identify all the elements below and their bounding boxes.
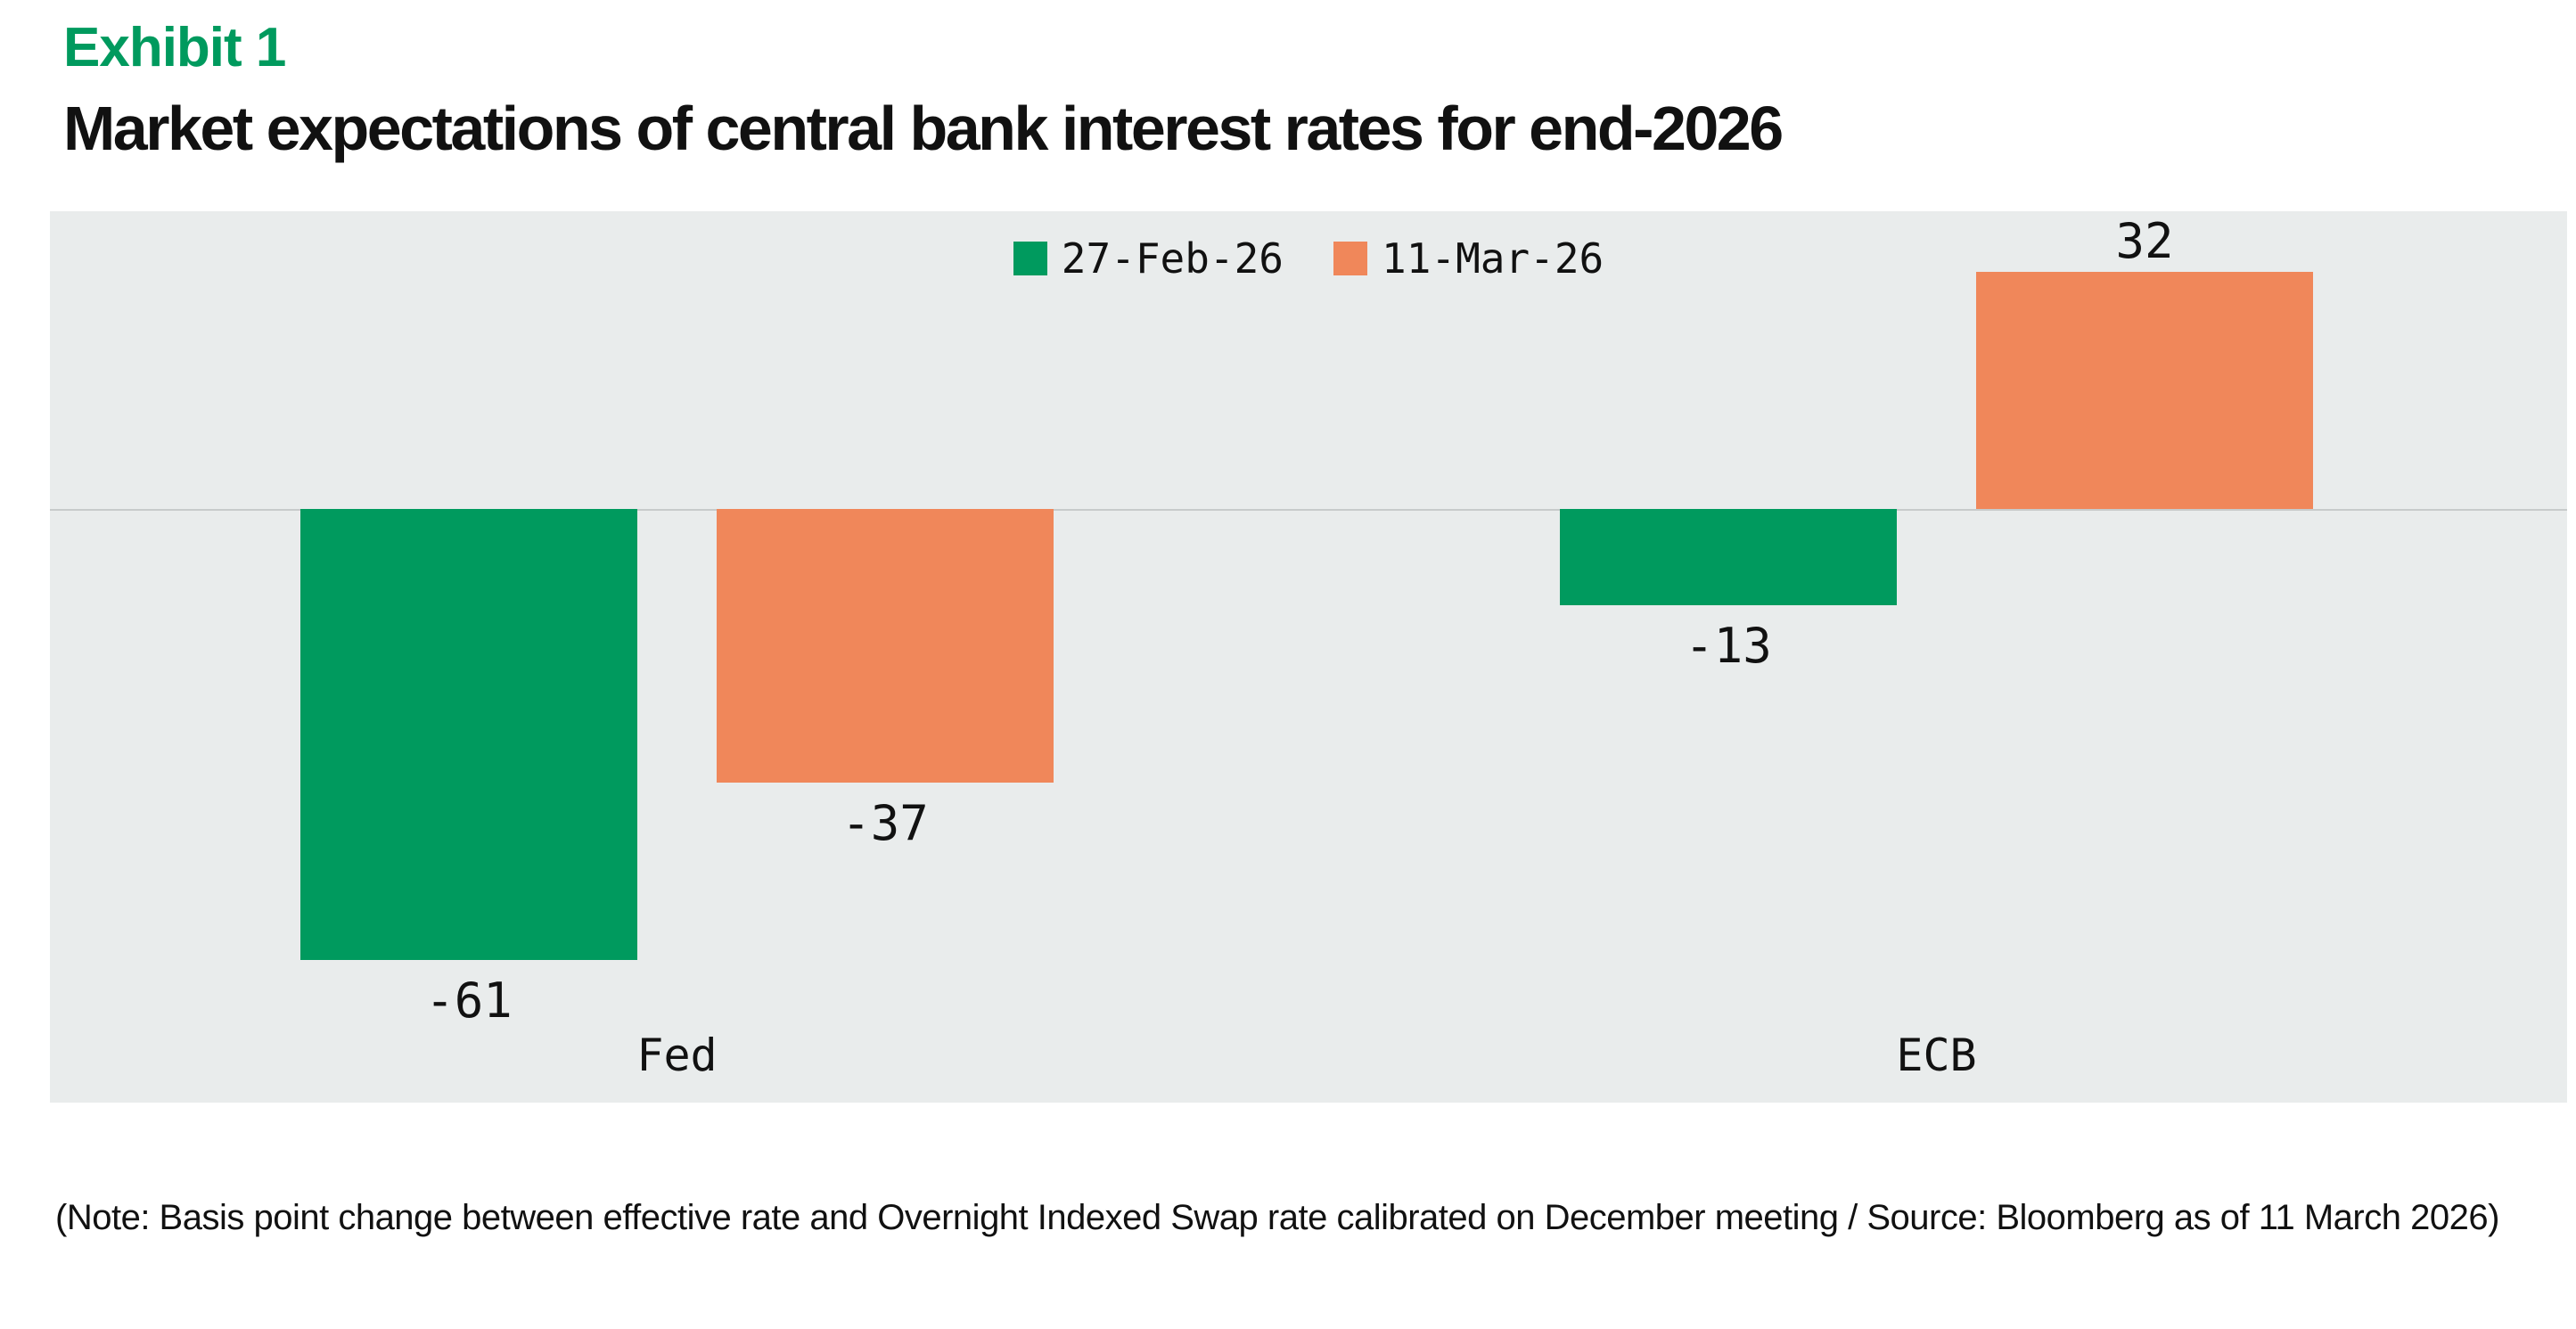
plot-area: -61 -37 Fed -13 32 ECB (50, 211, 2567, 1103)
bar-fed-11-Mar-26 (717, 509, 1054, 783)
zero-baseline (50, 509, 2567, 511)
bar-value-label: -37 (841, 795, 929, 852)
bar-value-label: 32 (2115, 213, 2174, 270)
bar-fed-27-Feb-26 (300, 509, 637, 961)
bar-chart: 27-Feb-26 11-Mar-26 -61 -37 Fed -13 32 ECB (50, 211, 2567, 1103)
bar-value-label: -13 (1685, 617, 1772, 674)
page-title: Market expectations of central bank inte… (63, 94, 1784, 163)
exhibit-label: Exhibit 1 (63, 17, 286, 78)
bar-value-label: -61 (425, 972, 513, 1030)
bar-ecb-11-Mar-26 (1976, 272, 2313, 509)
bar-ecb-27-Feb-26 (1560, 509, 1897, 605)
source-note: (Note: Basis point change between effect… (55, 1198, 2499, 1237)
category-label-fed: Fed (636, 1030, 718, 1081)
category-label-ecb: ECB (1896, 1030, 1977, 1081)
